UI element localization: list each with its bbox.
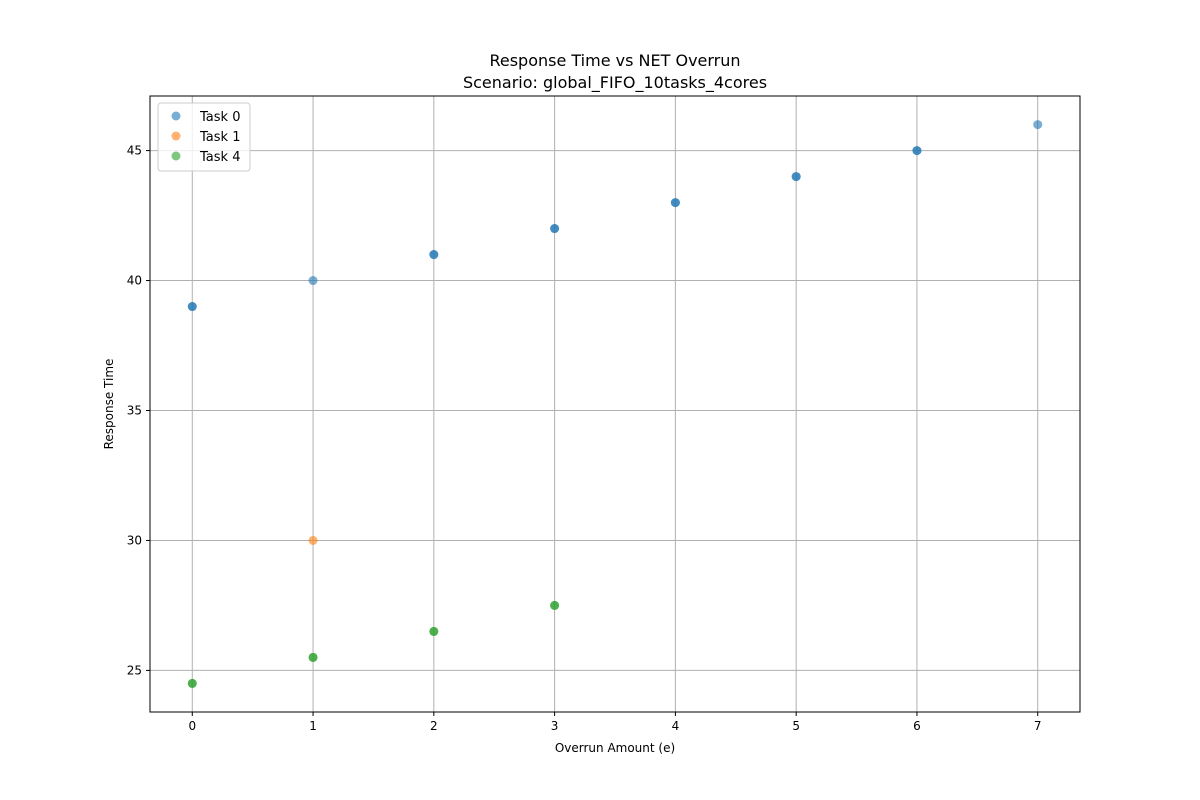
x-axis-label: Overrun Amount (e) — [555, 741, 675, 755]
x-tick-label: 4 — [672, 719, 680, 733]
legend-label-task-0: Task 0 — [199, 110, 240, 125]
legend-label-task-4: Task 4 — [199, 150, 240, 165]
x-tick-label: 1 — [309, 719, 317, 733]
data-points — [187, 120, 1043, 688]
y-tick-label: 40 — [127, 274, 142, 288]
legend-label-task-1: Task 1 — [199, 130, 240, 145]
point-task-4 — [550, 600, 560, 610]
plot-area-frame — [149, 95, 1081, 713]
y-tick-label: 30 — [127, 533, 142, 547]
legend-box — [157, 102, 251, 172]
point-task-4 — [429, 626, 439, 636]
chart-title: Response Time vs NET Overrun — [489, 51, 740, 70]
point-task-1 — [308, 535, 318, 545]
grid-lines — [150, 96, 1080, 712]
point-task-0 — [912, 146, 922, 156]
y-tick-label: 25 — [127, 663, 142, 677]
x-tick-label: 6 — [913, 719, 921, 733]
point-task-0 — [791, 172, 801, 182]
x-tick-label: 7 — [1034, 719, 1042, 733]
x-tick-label: 2 — [430, 719, 438, 733]
x-tick-label: 5 — [792, 719, 800, 733]
x-tick-label: 3 — [551, 719, 559, 733]
point-task-0 — [1033, 120, 1043, 130]
point-task-0 — [550, 224, 560, 234]
legend-marker-task-4 — [171, 151, 181, 161]
point-task-0 — [429, 250, 439, 260]
legend-marker-task-0 — [171, 111, 181, 121]
chart-subtitle: Scenario: global_FIFO_10tasks_4cores — [463, 73, 767, 93]
y-tick-label: 35 — [127, 403, 142, 417]
point-task-0 — [308, 276, 318, 286]
point-task-4 — [308, 652, 318, 662]
point-task-4 — [187, 678, 197, 688]
y-axis-label: Response Time — [102, 359, 116, 450]
point-task-0 — [187, 302, 197, 312]
x-tick-label: 0 — [188, 719, 196, 733]
y-tick-label: 45 — [127, 144, 142, 158]
point-task-0 — [670, 198, 680, 208]
legend-marker-task-1 — [171, 131, 181, 141]
legend: Task 0 Task 1 Task 4 — [157, 102, 251, 172]
